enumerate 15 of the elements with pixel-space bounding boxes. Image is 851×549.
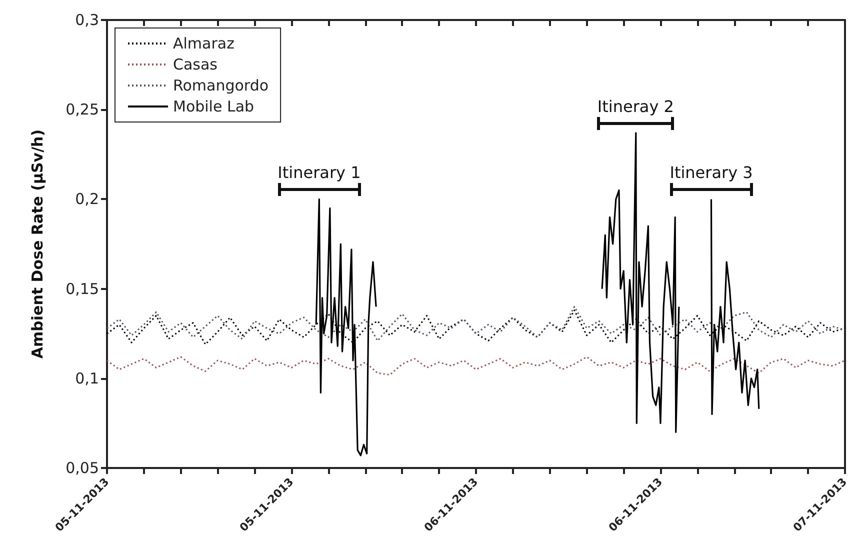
y-tick-label: 0,05	[66, 459, 99, 477]
y-tick-label: 0,15	[66, 280, 99, 298]
y-tick-label: 0,25	[66, 100, 99, 119]
annotation: Itinerary 1	[278, 163, 361, 182]
annotation: Itineray 2	[597, 96, 674, 116]
legend-label: Almaraz	[173, 34, 235, 52]
annotation: Itinerary 3	[670, 163, 753, 182]
y-axis-title: Ambient Dose Rate (µSv/h)	[28, 129, 46, 359]
y-tick-label: 0,1	[75, 369, 99, 388]
y-tick-label: 0,3	[75, 11, 99, 29]
legend-label: Romangordo	[173, 76, 269, 94]
line-series	[106, 356, 846, 376]
y-tick-label: 0,2	[75, 190, 99, 208]
legend-label: Mobile Lab	[173, 98, 254, 116]
legend-label: Casas	[173, 56, 218, 74]
